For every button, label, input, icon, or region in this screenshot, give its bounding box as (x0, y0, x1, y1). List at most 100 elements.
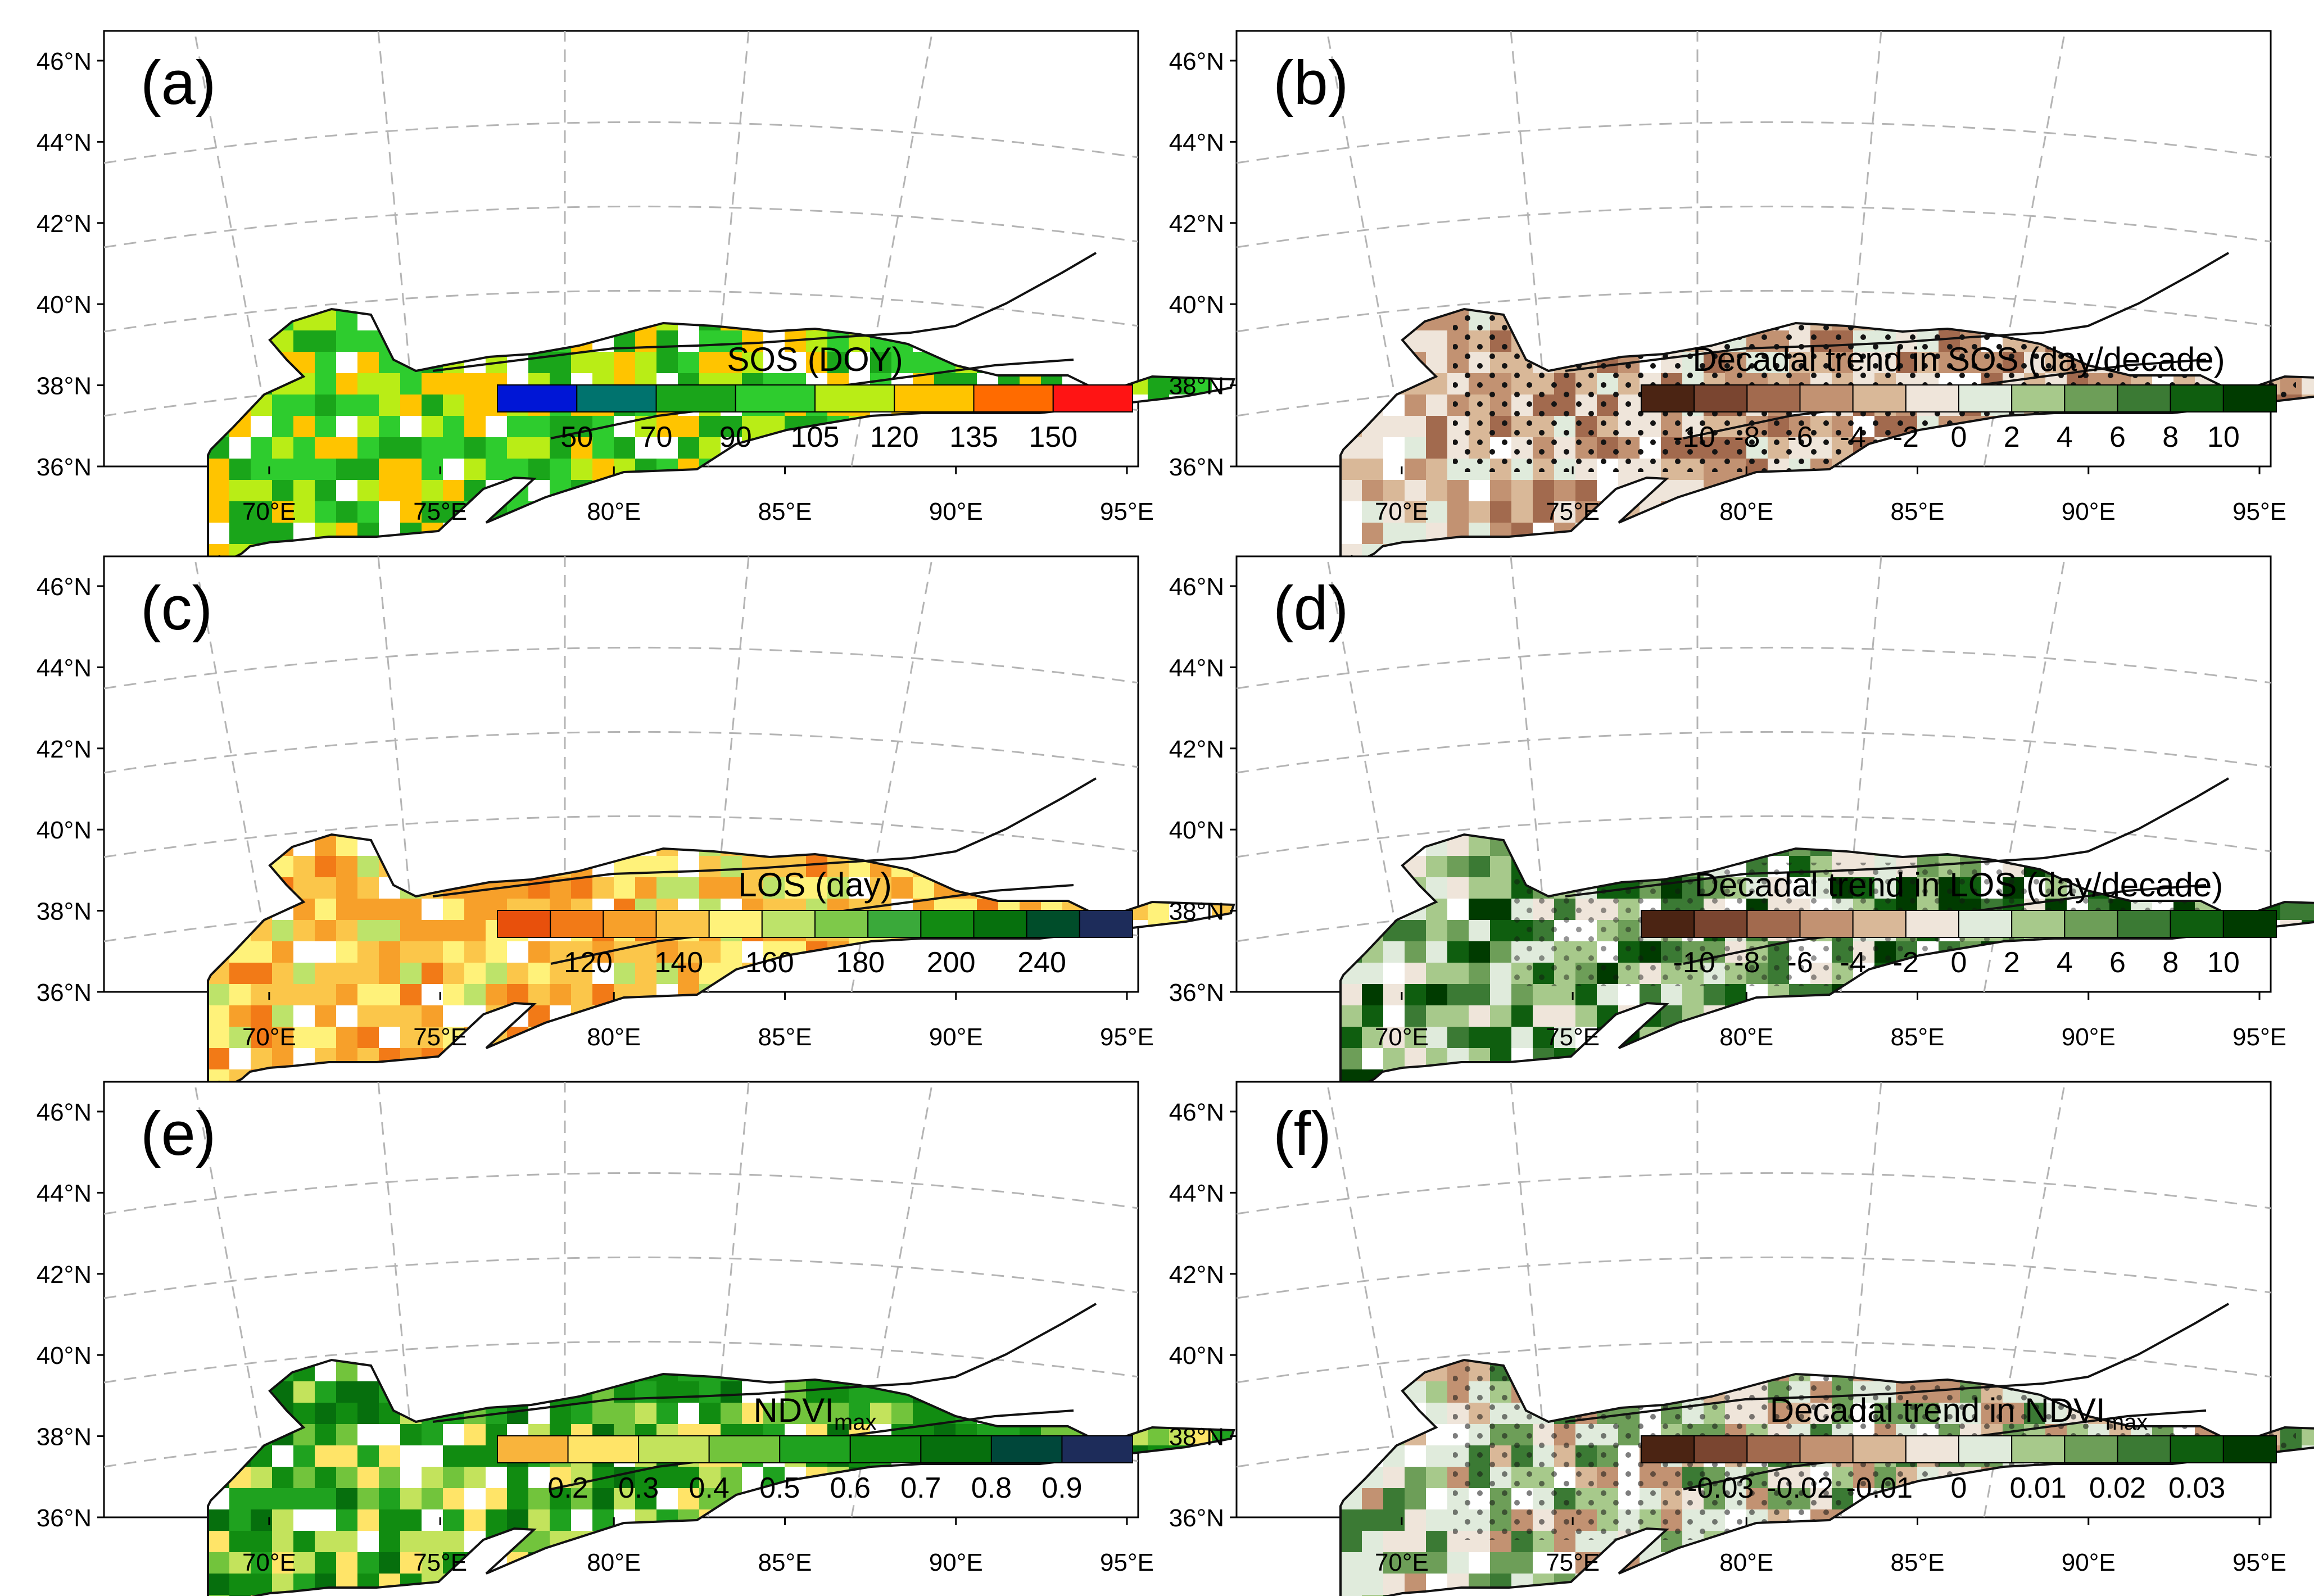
pixel (272, 395, 294, 416)
pixel (229, 501, 251, 523)
panel-a: 46°N 44°N 42°N 40°N 38°N 36°N 70°E 75°E 80°E 85°… (37, 30, 1235, 563)
pixel (806, 1403, 828, 1425)
colorbar-box (1958, 384, 2013, 412)
lat-label: 46°N (37, 573, 92, 601)
pixel (1447, 1552, 1469, 1574)
pixel (486, 523, 508, 545)
pixel (699, 501, 721, 523)
pixel (1041, 1005, 1063, 1027)
pixel (742, 856, 764, 878)
colorbar-box (708, 1435, 781, 1463)
pixel (379, 501, 401, 523)
pixel (1405, 1509, 1427, 1531)
pixel (1362, 1005, 1384, 1027)
pixel (357, 963, 379, 985)
pixel (870, 523, 892, 545)
colorbar-box (2064, 910, 2118, 938)
pixel (357, 1488, 379, 1510)
pixel (315, 1531, 337, 1553)
pixel (1981, 523, 2003, 545)
pixel (2280, 1091, 2302, 1113)
colorbar: Decadal trend in LOS (day/decade) -10 -8-… (1641, 866, 2277, 979)
pixel (1554, 1027, 1576, 1049)
pixel (2045, 1048, 2067, 1070)
pixel (293, 437, 315, 459)
pixel (656, 877, 678, 899)
pixel (656, 1531, 678, 1553)
pixel (2173, 1027, 2195, 1049)
pixel (1853, 1574, 1875, 1595)
pixel (614, 352, 636, 374)
pixel (550, 963, 572, 985)
pixel (528, 416, 550, 438)
pixel (550, 984, 572, 1006)
colorbar-label: 0.9 (1041, 1472, 1082, 1504)
pixel (528, 1467, 550, 1489)
pixel (507, 1488, 529, 1510)
pixel (678, 877, 700, 899)
colorbar-label: 0 (1951, 421, 1967, 454)
lon-label: 75°E (413, 1549, 467, 1576)
pixel (443, 1048, 465, 1070)
pixel (251, 1048, 273, 1070)
lat-label: 38°N (37, 373, 92, 400)
pixel (1126, 1574, 1148, 1595)
pixel (1533, 1552, 1555, 1574)
pixel (1447, 1574, 1469, 1595)
pixel (1960, 480, 1982, 502)
pixel (1126, 1048, 1148, 1070)
pixel (293, 1381, 315, 1403)
lon-label: 85°E (758, 1023, 812, 1051)
pixel (272, 1509, 294, 1531)
colorbar-label: 8 (2162, 946, 2179, 979)
pixel (443, 459, 465, 480)
pixel (229, 1531, 251, 1553)
pixel (336, 1552, 358, 1574)
pixel (2173, 480, 2195, 502)
pixel (1212, 1552, 1234, 1574)
pixel (721, 1048, 742, 1070)
pixel (1661, 984, 1683, 1006)
pixel (2302, 1574, 2314, 1595)
pixel (2024, 1048, 2046, 1070)
pixel (1511, 1027, 1533, 1049)
pixel (2259, 523, 2281, 545)
pixel (272, 480, 294, 502)
pixel (1874, 523, 1896, 545)
pixel (699, 1467, 721, 1489)
pixel (315, 963, 337, 985)
pixel (1981, 501, 2003, 523)
pixel (721, 416, 742, 438)
pixel (742, 523, 764, 545)
colorbar-boxes (1641, 384, 2277, 412)
pixel (592, 437, 614, 459)
lon-ticks: 70°E 75°E 80°E 85°E 90°E 95°E (1375, 466, 2286, 525)
pixel (656, 523, 678, 545)
colorbar-label: -8 (1734, 946, 1760, 979)
pixel (1426, 941, 1448, 963)
pixel (208, 1048, 230, 1070)
colorbar-label: 6 (2109, 421, 2126, 454)
colorbar-title: NDVImax (754, 1391, 877, 1435)
pixel (1917, 523, 1939, 545)
pixel (1853, 1048, 1875, 1070)
colorbar-label: 0 (1951, 946, 1967, 979)
colorbar-box (2011, 910, 2066, 938)
lon-label: 80°E (587, 1023, 641, 1051)
pixel (1939, 1574, 1960, 1595)
colorbar-box (814, 910, 869, 938)
lat-label: 46°N (1169, 1099, 1224, 1126)
pixel (315, 984, 337, 1006)
pixel (1469, 1552, 1491, 1574)
pixel (2238, 1048, 2259, 1070)
pixel (1405, 1027, 1427, 1049)
pixel (1853, 480, 1875, 502)
lon-label: 75°E (413, 498, 467, 525)
pixel (1575, 1048, 1597, 1070)
pixel (1105, 1048, 1127, 1070)
graticule-parallel (1236, 1256, 2271, 1299)
pixel (379, 373, 401, 395)
lon-label: 90°E (929, 1023, 983, 1051)
pixel (2280, 941, 2302, 963)
pixel (1341, 480, 1362, 502)
